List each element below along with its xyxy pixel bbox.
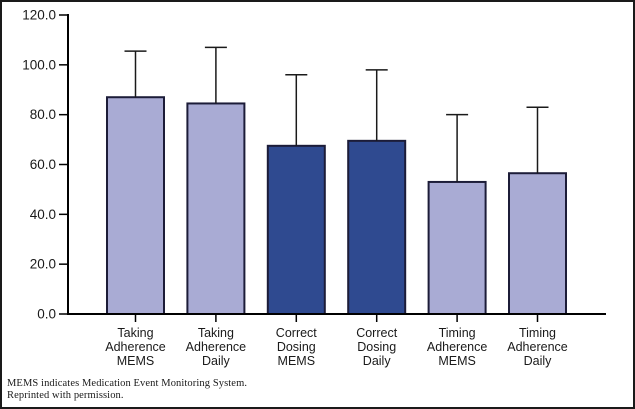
x-category-label: Timing Adherence Daily	[507, 326, 568, 368]
y-axis-tick-label: 120.0	[22, 8, 56, 23]
x-category-label: Timing Adherence MEMS	[427, 326, 488, 368]
bar	[106, 96, 165, 315]
bar	[347, 139, 407, 315]
y-axis-tick-label: 60.0	[30, 157, 56, 172]
y-axis-tick-label: 20.0	[30, 257, 56, 272]
y-axis-tick-label: 40.0	[30, 207, 56, 222]
bar	[266, 144, 326, 315]
bar	[186, 102, 246, 316]
footnote-line-2: Reprinted with permission.	[7, 390, 124, 401]
x-category-label: Correct Dosing MEMS	[276, 326, 318, 368]
y-axis-tick-label: 80.0	[30, 107, 56, 122]
y-axis-tick-label: 0.0	[37, 307, 56, 322]
footnote-line-1: MEMS indicates Medication Event Monitori…	[7, 378, 248, 389]
x-category-label: Taking Adherence Daily	[186, 326, 247, 368]
x-category-label: Taking Adherence MEMS	[105, 326, 166, 368]
x-category-label: Correct Dosing Daily	[356, 326, 398, 368]
bar	[427, 180, 487, 315]
y-axis-tick-label: 100.0	[22, 57, 56, 72]
bar	[508, 172, 567, 315]
bar-chart: 0.0 20.0 40.0 60.0 80.0 100.0 120.0 Taking Adher…	[22, 8, 606, 368]
footnote: MEMS indicates Medication Event Monitori…	[7, 378, 247, 402]
